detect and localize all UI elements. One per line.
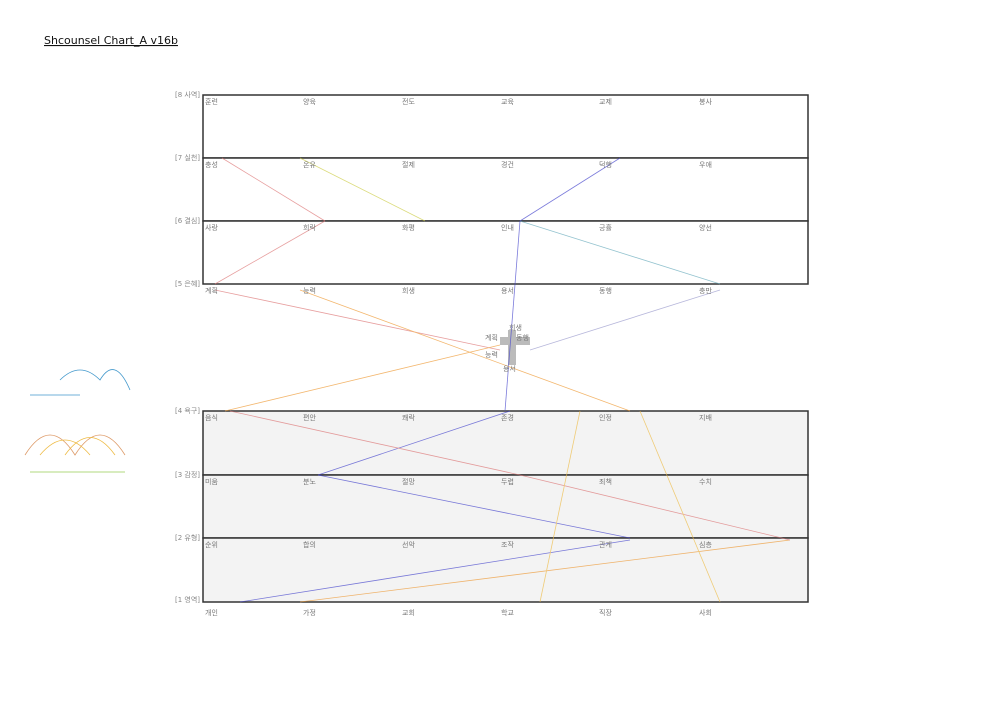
row-label: [6 결심]: [175, 216, 200, 225]
band: [202, 94, 809, 159]
connector: [519, 220, 721, 285]
cell-label: 사랑: [205, 223, 218, 232]
cell-label: 미움: [205, 477, 218, 486]
cell-label: 개인: [205, 608, 218, 617]
connector: [504, 220, 521, 412]
connector: [529, 289, 721, 351]
cell-label: 전도: [402, 97, 415, 106]
cell-label: 덕행: [599, 160, 612, 169]
connector: [239, 539, 631, 603]
sketch: [24, 434, 126, 456]
cell-label: 양선: [699, 223, 712, 232]
cell-label: 편안: [303, 413, 316, 422]
cell-label: 죄책: [599, 477, 612, 486]
cell-label: 인내: [501, 223, 514, 232]
bands: [202, 94, 809, 603]
cell-label: 우애: [699, 160, 712, 169]
connector: [519, 474, 791, 541]
cell-label: 조작: [501, 540, 514, 549]
row-label: [8 사역]: [175, 90, 200, 99]
connector: [299, 539, 791, 603]
connector: [519, 157, 621, 222]
cell-label: 계획: [205, 286, 218, 295]
cell-label: 화평: [402, 223, 415, 232]
title: Shcounsel Chart_A v16b: [44, 34, 178, 47]
connector: [539, 410, 581, 603]
cell-label: 긍휼: [599, 223, 612, 232]
cell-label: 수치: [699, 477, 712, 486]
center-label: 동행: [516, 333, 529, 342]
center-label: 용서: [503, 364, 516, 373]
center-label: 능력: [485, 351, 498, 359]
cell-label: 절제: [402, 161, 415, 169]
connector: [299, 157, 426, 222]
cell-label: 교회: [402, 609, 415, 617]
cell-label: 온유: [303, 161, 316, 169]
cell-label: 지배: [699, 413, 712, 422]
connections: [214, 157, 791, 603]
cell-label: 순위: [205, 541, 218, 549]
connector: [214, 289, 501, 351]
cell-label: 인정: [599, 413, 612, 422]
cell-label: 심층: [699, 540, 712, 549]
row-label: [1 영역]: [175, 595, 200, 604]
cell-label: 두렵: [501, 478, 514, 486]
sketch: [30, 369, 131, 396]
cell-label: 경건: [501, 160, 514, 169]
cell-label: 직장: [599, 608, 612, 617]
cell-label: 학교: [501, 608, 514, 617]
cell-label: 쾌락: [402, 413, 415, 422]
cell-label: 선악: [402, 540, 415, 549]
cell-label: 희생: [402, 286, 415, 295]
cell-label: 음식: [205, 413, 218, 422]
cell-label: 교육: [501, 98, 514, 106]
band: [202, 537, 809, 603]
row-label: [4 욕구]: [175, 407, 200, 415]
center-label: 희생: [509, 323, 522, 332]
cell-label: 용서: [501, 286, 514, 295]
connector: [221, 157, 326, 222]
cell-label: 관계: [599, 540, 612, 549]
row-label: [5 은혜]: [175, 279, 200, 288]
connector: [317, 410, 511, 476]
cell-label: 능력: [303, 287, 316, 295]
cell-label: 사회: [699, 608, 712, 617]
cell-label: 합의: [303, 540, 316, 549]
row-label: [2 유형]: [175, 534, 200, 542]
cell-label: 절망: [402, 477, 415, 486]
connector: [224, 344, 501, 412]
band: [202, 220, 809, 285]
band: [202, 157, 809, 222]
connector: [639, 410, 721, 603]
cell-label: 가정: [303, 608, 316, 617]
row-label: [3 감정]: [175, 470, 200, 479]
cell-label: 충성: [205, 160, 218, 169]
cell-label: 양육: [303, 98, 316, 106]
connector: [317, 474, 631, 539]
cell-label: 훈련: [205, 97, 218, 106]
cell-label: 충만: [699, 286, 712, 295]
row-label: [7 실천]: [175, 153, 200, 162]
cell-label: 분노: [303, 478, 316, 486]
connector: [299, 289, 631, 412]
center-label: 계획: [485, 333, 498, 342]
cross: [508, 330, 516, 365]
cell-label: 희락: [303, 223, 316, 232]
cell-label: 동행: [599, 286, 612, 295]
side-sketch: [24, 369, 131, 473]
cell-label: 존경: [501, 413, 514, 422]
connector: [229, 410, 521, 476]
cell-label: 교제: [599, 98, 612, 106]
sketch: [39, 437, 116, 456]
cell-label: 봉사: [699, 97, 712, 106]
connector: [214, 220, 326, 285]
